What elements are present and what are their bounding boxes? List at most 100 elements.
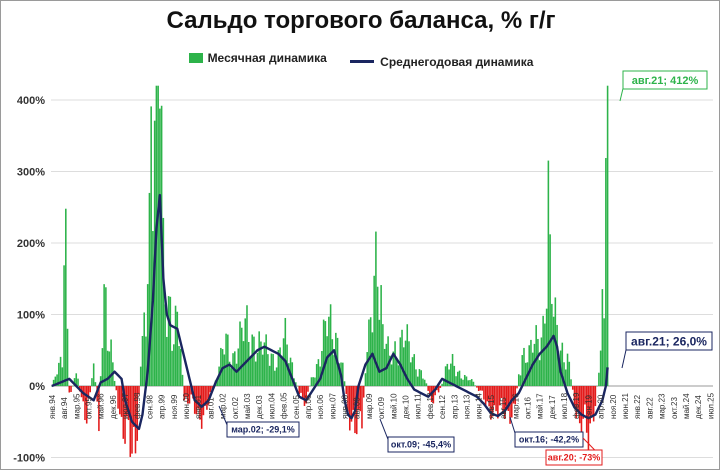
monthly-bar [94, 382, 97, 386]
monthly-bar [115, 386, 118, 391]
x-tick-label: фев.98 [133, 392, 142, 419]
annotation-layer: авг.21; 412% авг.21; 26,0% мар.02; -29,1% о… [218, 70, 713, 466]
monthly-bar [300, 386, 302, 393]
annotation-box [622, 70, 708, 90]
monthly-bar [87, 386, 90, 397]
monthly-bar [402, 347, 405, 386]
x-tick-label: июн.00 [182, 392, 191, 419]
monthly-bar [385, 343, 388, 386]
monthly-bar [185, 386, 187, 397]
monthly-bar [467, 380, 470, 386]
monthly-bar [538, 360, 541, 386]
monthly-bar [355, 386, 358, 435]
monthly-bar [303, 386, 306, 406]
monthly-bar [350, 386, 353, 422]
x-tick-label: апр.20 [597, 394, 606, 419]
x-tick-label: окт.09 [377, 397, 386, 419]
monthly-bar [195, 386, 198, 415]
monthly-bar [450, 363, 452, 386]
x-tick-label: июл.04 [267, 392, 276, 419]
y-tick-label: -100% [13, 453, 45, 465]
monthly-bar [432, 386, 435, 404]
monthly-bar [180, 348, 182, 386]
monthly-bar [453, 365, 456, 386]
x-tick-label: июн.07 [328, 392, 337, 419]
monthly-bar [98, 386, 100, 432]
monthly-bar [235, 363, 238, 386]
monthly-bar [592, 386, 595, 422]
monthly-bar [437, 386, 440, 393]
annotation-box [387, 436, 455, 453]
monthly-bar [470, 379, 473, 386]
legend-swatch-monthly [188, 53, 203, 63]
x-tick-label: май.96 [97, 393, 106, 419]
annotation-callout: авг.20; -73% [545, 437, 603, 466]
x-tick-label: май.24 [682, 393, 691, 419]
x-tick-label: окт.95 [84, 397, 93, 419]
x-tick-label: июл.97 [121, 392, 130, 419]
monthly-bar [524, 362, 527, 386]
monthly-bar [92, 363, 95, 386]
monthly-bar [138, 386, 140, 395]
annotation-label: окт.09; -45,4% [391, 440, 451, 450]
annotation-label: авг.21; 412% [632, 75, 699, 87]
monthly-bar [277, 350, 280, 386]
monthly-bar [533, 343, 536, 386]
monthly-bar [558, 358, 560, 386]
legend: Месячная динамика Среднегодовая динамика [1, 51, 719, 69]
x-tick-label: дек.03 [255, 395, 264, 419]
monthly-bar [371, 332, 374, 386]
monthly-bar [411, 357, 414, 386]
monthly-bar [197, 386, 199, 409]
monthly-bar [75, 373, 78, 386]
monthly-bar [301, 386, 304, 398]
monthly-bar [390, 364, 393, 386]
monthly-bar [605, 158, 607, 386]
monthly-bar [294, 382, 297, 386]
monthly-bar [380, 285, 382, 386]
monthly-bar [357, 386, 360, 410]
monthly-bar [275, 367, 278, 386]
monthly-bar [577, 386, 579, 412]
monthly-bar [274, 370, 276, 386]
x-tick-label: сен.98 [145, 394, 154, 419]
monthly-bar [396, 359, 398, 386]
monthly-bar [568, 361, 571, 386]
monthly-bar [263, 342, 266, 386]
monthly-bar [310, 377, 313, 386]
x-tick-label: май.03 [243, 393, 252, 419]
monthly-bar [535, 325, 537, 386]
monthly-bar [594, 386, 597, 407]
monthly-bar [148, 192, 151, 386]
legend-label-annual: Среднегодовая динамика [380, 54, 534, 69]
monthly-bar [601, 289, 604, 386]
monthly-bar [127, 386, 130, 421]
monthly-bar [162, 217, 165, 386]
monthly-bar [369, 317, 372, 386]
monthly-bar [507, 386, 510, 412]
monthly-bar [599, 350, 602, 386]
monthly-bar [108, 351, 111, 386]
x-tick-label: авг.22 [645, 397, 654, 419]
monthly-bar [105, 287, 107, 386]
monthly-bar [314, 377, 316, 386]
monthly-bar [397, 365, 400, 386]
monthly-bar [566, 353, 569, 386]
monthly-bar [517, 374, 520, 386]
monthly-bar [282, 338, 285, 386]
monthly-bar [204, 386, 206, 406]
monthly-bar [331, 339, 334, 386]
monthly-bar [491, 386, 494, 417]
monthly-bar [328, 316, 330, 386]
monthly-bar [244, 318, 247, 386]
monthly-bar [54, 376, 57, 386]
monthly-bar [408, 341, 410, 386]
monthly-bar [164, 304, 166, 386]
monthly-bar [110, 339, 112, 386]
monthly-bar [338, 363, 341, 386]
monthly-bar [504, 386, 506, 419]
monthly-bar [530, 339, 532, 386]
monthly-bar [486, 386, 489, 402]
monthly-bar [598, 372, 600, 386]
